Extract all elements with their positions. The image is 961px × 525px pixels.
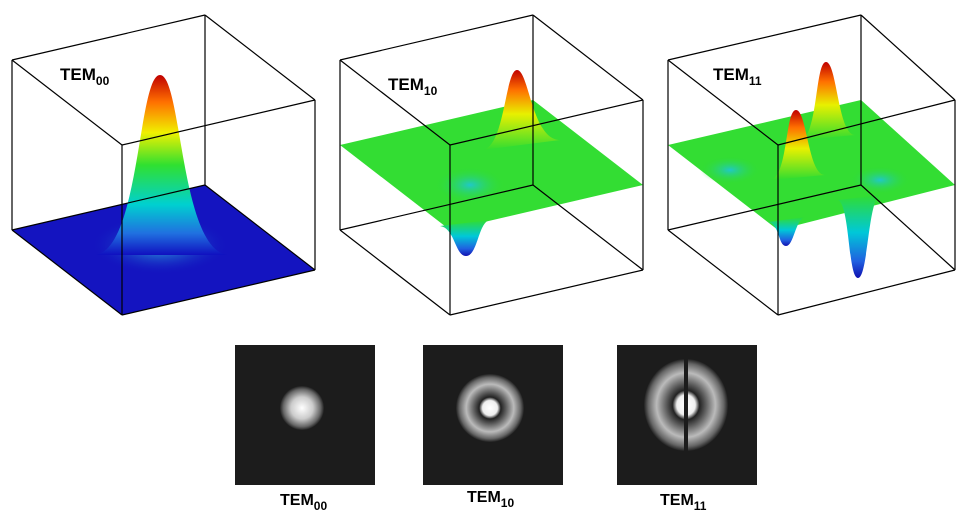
- dip: [440, 220, 490, 256]
- mode-label: TEM10: [467, 489, 514, 510]
- cube-edge: [205, 15, 315, 100]
- mode-label: TEM00: [280, 492, 327, 513]
- mode-name: TEM: [467, 489, 501, 506]
- dip-shadow: [700, 156, 760, 184]
- beam-spot: [456, 374, 524, 442]
- cube-edge: [340, 15, 533, 60]
- mode-name: TEM: [60, 65, 96, 84]
- page: {"plots": [ {"label": "TEM", "subscript"…: [0, 0, 961, 525]
- mode-label: TEM10: [388, 75, 438, 98]
- cube-edge: [861, 15, 955, 100]
- dip-shadow: [850, 166, 910, 194]
- figure: TEM00TEM10TEM11TEM00TEM10TEM11: [0, 0, 961, 520]
- mode-name: TEM: [388, 75, 424, 94]
- mode-label: TEM00: [60, 65, 110, 88]
- dip-shadow: [435, 167, 505, 203]
- mode-index: 11: [694, 499, 707, 513]
- beam-node: [684, 355, 688, 455]
- cube-edge: [12, 15, 205, 60]
- mode-index: 00: [96, 74, 110, 88]
- mode-name: TEM: [280, 492, 314, 509]
- plane: [340, 100, 643, 230]
- mode-index: 10: [501, 496, 515, 510]
- mode-name: TEM: [713, 65, 749, 84]
- cube-edge: [778, 270, 955, 315]
- cube-edge: [668, 230, 778, 315]
- cube-edge: [450, 270, 643, 315]
- cube-edge: [533, 15, 643, 100]
- mode-index: 00: [314, 499, 328, 513]
- mode-index: 10: [424, 84, 438, 98]
- cube-edge: [861, 185, 955, 270]
- dip: [768, 217, 805, 246]
- mode-label: TEM11: [660, 492, 707, 513]
- cube-edge: [340, 230, 450, 315]
- mode-name: TEM: [660, 492, 694, 509]
- beam-spot: [280, 386, 324, 430]
- cube-edge: [668, 15, 861, 60]
- dip: [838, 195, 880, 278]
- surfaces: [12, 62, 955, 315]
- mode-label: TEM11: [713, 65, 762, 88]
- beam-images: [235, 345, 757, 485]
- mode-index: 11: [749, 74, 762, 88]
